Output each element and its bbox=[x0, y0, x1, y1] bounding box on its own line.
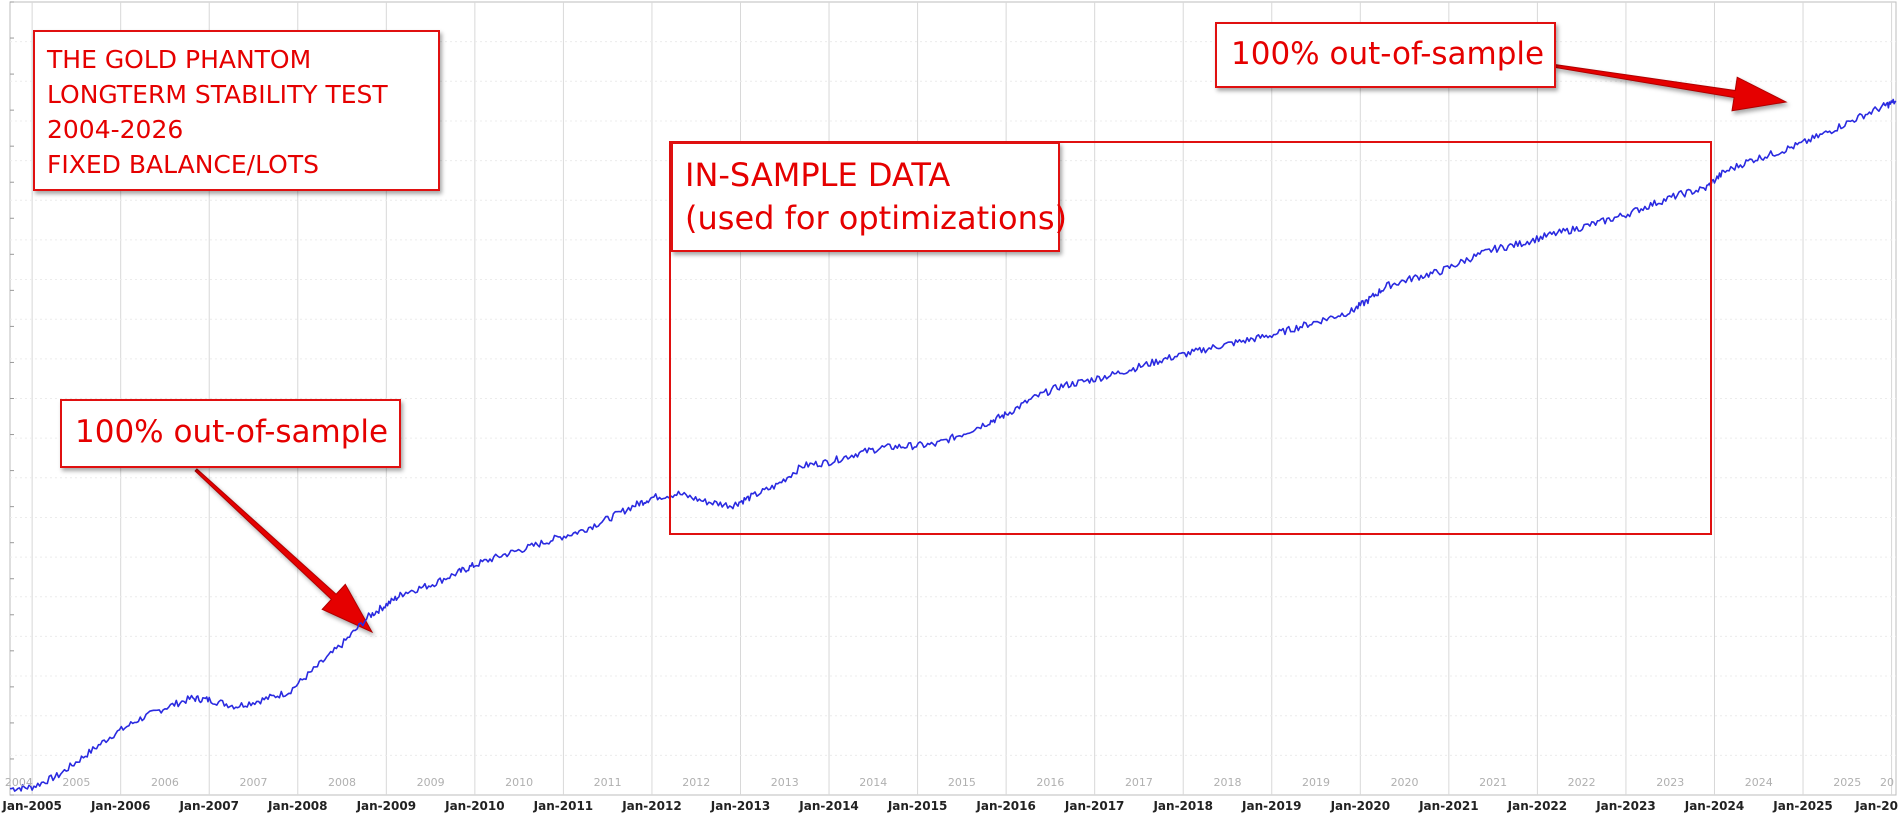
x-tick-label-month: Jan-2010 bbox=[444, 799, 504, 813]
x-tick-label-year: 2009 bbox=[417, 776, 445, 789]
x-tick-label-month: Jan-2008 bbox=[267, 799, 327, 813]
x-tick-label-year: 2005 bbox=[62, 776, 90, 789]
x-tick-label-month: Jan-2024 bbox=[1684, 799, 1744, 813]
out-of-sample-label-right: 100% out-of-sample bbox=[1215, 22, 1556, 88]
x-tick-label-year: 2011 bbox=[594, 776, 622, 789]
in-sample-label-line-2: (used for optimizations) bbox=[685, 199, 1068, 237]
title-line-1: THE GOLD PHANTOM bbox=[47, 45, 312, 74]
x-tick-label-year: 2019 bbox=[1302, 776, 1330, 789]
x-tick-label-year: 2014 bbox=[859, 776, 887, 789]
x-tick-label-year: 2006 bbox=[151, 776, 179, 789]
x-tick-label-month: Jan-2021 bbox=[1418, 799, 1478, 813]
annotation-arrows bbox=[194, 64, 1788, 634]
title-line-2: LONGTERM STABILITY TEST bbox=[47, 80, 388, 109]
x-tick-label-month: Jan-20 bbox=[1854, 799, 1898, 813]
x-tick-label-year: 2008 bbox=[328, 776, 356, 789]
x-tick-label-month: Jan-2018 bbox=[1152, 799, 1212, 813]
x-tick-label-year: 20 bbox=[1880, 776, 1894, 789]
x-tick-label-year: 2004 bbox=[5, 776, 33, 789]
arrow-to-left-out-of-sample bbox=[194, 468, 374, 634]
in-sample-label: IN-SAMPLE DATA (used for optimizations) bbox=[671, 142, 1068, 252]
x-tick-label-year: 2010 bbox=[505, 776, 533, 789]
x-tick-label-year: 2013 bbox=[771, 776, 799, 789]
x-tick-label-year: 2021 bbox=[1479, 776, 1507, 789]
x-tick-label-month: Jan-2007 bbox=[178, 799, 238, 813]
x-tick-label-year: 2015 bbox=[948, 776, 976, 789]
x-tick-label-month: Jan-2005 bbox=[1, 799, 61, 813]
x-tick-label-year: 2024 bbox=[1745, 776, 1773, 789]
x-tick-label-month: Jan-2020 bbox=[1330, 799, 1390, 813]
x-tick-label-month: Jan-2025 bbox=[1772, 799, 1832, 813]
x-axis-ticks: Jan-2005 Jan-2006 Jan-2007 Jan-2008 Jan-2009… bbox=[1, 776, 1898, 813]
x-tick-label-month: Jan-2011 bbox=[533, 799, 593, 813]
x-tick-label-month: Jan-2012 bbox=[621, 799, 681, 813]
out-of-sample-label-left: 100% out-of-sample bbox=[60, 399, 401, 468]
x-tick-label-month: Jan-2015 bbox=[887, 799, 947, 813]
x-tick-label-month: Jan-2013 bbox=[710, 799, 770, 813]
x-tick-label-month: Jan-2014 bbox=[798, 799, 858, 813]
x-tick-label-year: 2025 bbox=[1833, 776, 1861, 789]
equity-line bbox=[9, 98, 1897, 792]
title-line-4: FIXED BALANCE/LOTS bbox=[47, 150, 319, 179]
x-tick-label-month: Jan-2009 bbox=[356, 799, 416, 813]
x-tick-label-month: Jan-2023 bbox=[1595, 799, 1655, 813]
x-tick-label-month: Jan-2006 bbox=[90, 799, 150, 813]
title-line-3: 2004-2026 bbox=[47, 115, 184, 144]
arrow-to-right-out-of-sample bbox=[1554, 64, 1788, 112]
x-tick-label-year: 2020 bbox=[1391, 776, 1419, 789]
in-sample-region-box bbox=[669, 141, 1712, 535]
x-tick-label-month: Jan-2019 bbox=[1241, 799, 1301, 813]
x-tick-label-year: 2022 bbox=[1568, 776, 1596, 789]
chart-title-box: THE GOLD PHANTOM LONGTERM STABILITY TEST… bbox=[33, 30, 440, 191]
x-tick-label-month: Jan-2016 bbox=[975, 799, 1035, 813]
x-tick-label-year: 2018 bbox=[1213, 776, 1241, 789]
grid-lines bbox=[9, 1, 1897, 796]
x-tick-label-year: 2023 bbox=[1656, 776, 1684, 789]
x-tick-label-month: Jan-2017 bbox=[1064, 799, 1124, 813]
x-tick-label-year: 2016 bbox=[1036, 776, 1064, 789]
in-sample-label-line-1: IN-SAMPLE DATA bbox=[685, 156, 951, 194]
x-tick-label-month: Jan-2022 bbox=[1507, 799, 1567, 813]
equity-series bbox=[9, 98, 1897, 792]
x-tick-label-year: 2017 bbox=[1125, 776, 1153, 789]
x-tick-label-year: 2012 bbox=[682, 776, 710, 789]
x-tick-label-year: 2007 bbox=[239, 776, 267, 789]
